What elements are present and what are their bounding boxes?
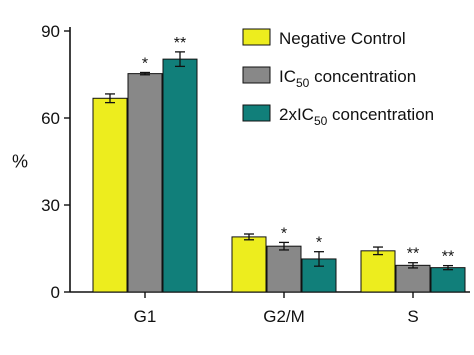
bars <box>92 58 466 293</box>
x-tick-label: G2/M <box>263 307 305 326</box>
significance-annotations: ******* ** <box>142 35 454 266</box>
y-tick-label: 60 <box>41 109 60 128</box>
y-axis-label: % <box>12 152 28 172</box>
significance-marker: ** <box>407 246 419 263</box>
bar <box>360 250 396 293</box>
bar <box>266 245 302 293</box>
error-bars <box>105 51 453 271</box>
x-tick-label: S <box>407 307 418 326</box>
legend-swatch <box>242 66 271 84</box>
x-tick-label: G1 <box>134 307 157 326</box>
y-tick-label: 90 <box>41 22 60 41</box>
legend-swatch <box>242 104 271 122</box>
y-tick-label: 0 <box>51 283 60 302</box>
bar <box>395 264 431 293</box>
bar <box>127 73 163 293</box>
legend-label: 2xIC50 concentration <box>279 105 434 128</box>
bar <box>92 97 128 293</box>
significance-marker: ** <box>174 35 186 52</box>
significance-marker: * <box>142 55 148 72</box>
legend-label: Negative Control <box>279 29 406 48</box>
significance-marker: * <box>281 225 287 242</box>
bar <box>162 58 198 293</box>
y-tick-label: 30 <box>41 196 60 215</box>
legend-swatch <box>242 28 271 46</box>
significance-marker: ** <box>442 249 454 266</box>
bar <box>231 236 267 293</box>
legend: Negative Control IC50 concentration 2xIC50… <box>242 28 434 128</box>
significance-marker: * <box>316 235 322 252</box>
bar <box>430 267 466 293</box>
legend-label: IC50 concentration <box>279 67 416 90</box>
